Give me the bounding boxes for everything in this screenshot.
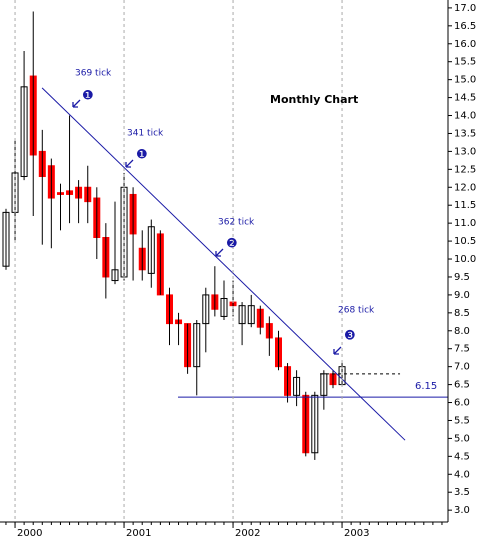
arrows xyxy=(72,99,342,355)
y-tick-label: 6.0 xyxy=(454,398,470,409)
x-tick-label: 2002 xyxy=(235,528,260,539)
y-tick-label: 6.5 xyxy=(454,380,470,391)
y-tick-label: 4.0 xyxy=(454,469,470,480)
y-tick-label: 17.0 xyxy=(454,3,476,14)
y-tick-label: 13.0 xyxy=(454,146,476,157)
marker: ❸ xyxy=(344,329,356,344)
x-tick-label: 2003 xyxy=(344,528,369,539)
annotation: 362 tick xyxy=(218,218,255,228)
y-tick-label: 15.0 xyxy=(454,75,476,86)
marker: ❷ xyxy=(226,237,238,252)
y-tick-label: 16.0 xyxy=(454,39,476,50)
y-tick-label: 14.5 xyxy=(454,93,476,104)
annotation: 369 tick xyxy=(75,69,112,79)
y-tick-label: 13.5 xyxy=(454,128,476,139)
annotation: 268 tick xyxy=(338,306,375,316)
x-tick-label: 2000 xyxy=(17,528,42,539)
y-tick-label: 12.0 xyxy=(454,182,476,193)
y-tick-label: 10.0 xyxy=(454,254,476,265)
y-tick-label: 11.5 xyxy=(454,200,476,211)
marker: ❶ xyxy=(82,89,94,104)
y-tick-label: 9.0 xyxy=(454,290,470,301)
y-tick-label: 8.5 xyxy=(454,308,470,319)
support-label: 6.15 xyxy=(415,381,437,392)
y-tick-label: 4.5 xyxy=(454,451,470,462)
y-tick-label: 7.5 xyxy=(454,344,470,355)
y-tick-label: 3.0 xyxy=(454,505,470,516)
y-tick-label: 11.0 xyxy=(454,218,476,229)
y-tick-label: 5.0 xyxy=(454,433,470,444)
x-tick-label: 2001 xyxy=(126,528,151,539)
y-tick-label: 10.5 xyxy=(454,236,476,247)
y-tick-label: 3.5 xyxy=(454,487,470,498)
y-tick-label: 8.0 xyxy=(454,326,470,337)
y-tick-label: 16.5 xyxy=(454,21,476,32)
y-tick-label: 12.5 xyxy=(454,164,476,175)
y-tick-label: 15.5 xyxy=(454,57,476,68)
annotation: 341 tick xyxy=(127,129,164,139)
y-tick-label: 5.5 xyxy=(454,415,470,426)
trendline xyxy=(41,87,406,441)
y-tick-label: 9.5 xyxy=(454,272,470,283)
y-tick-label: 7.0 xyxy=(454,362,470,373)
marker: ❶ xyxy=(136,148,148,163)
chart-title: Monthly Chart xyxy=(270,93,358,106)
y-tick-label: 14.0 xyxy=(454,111,476,122)
